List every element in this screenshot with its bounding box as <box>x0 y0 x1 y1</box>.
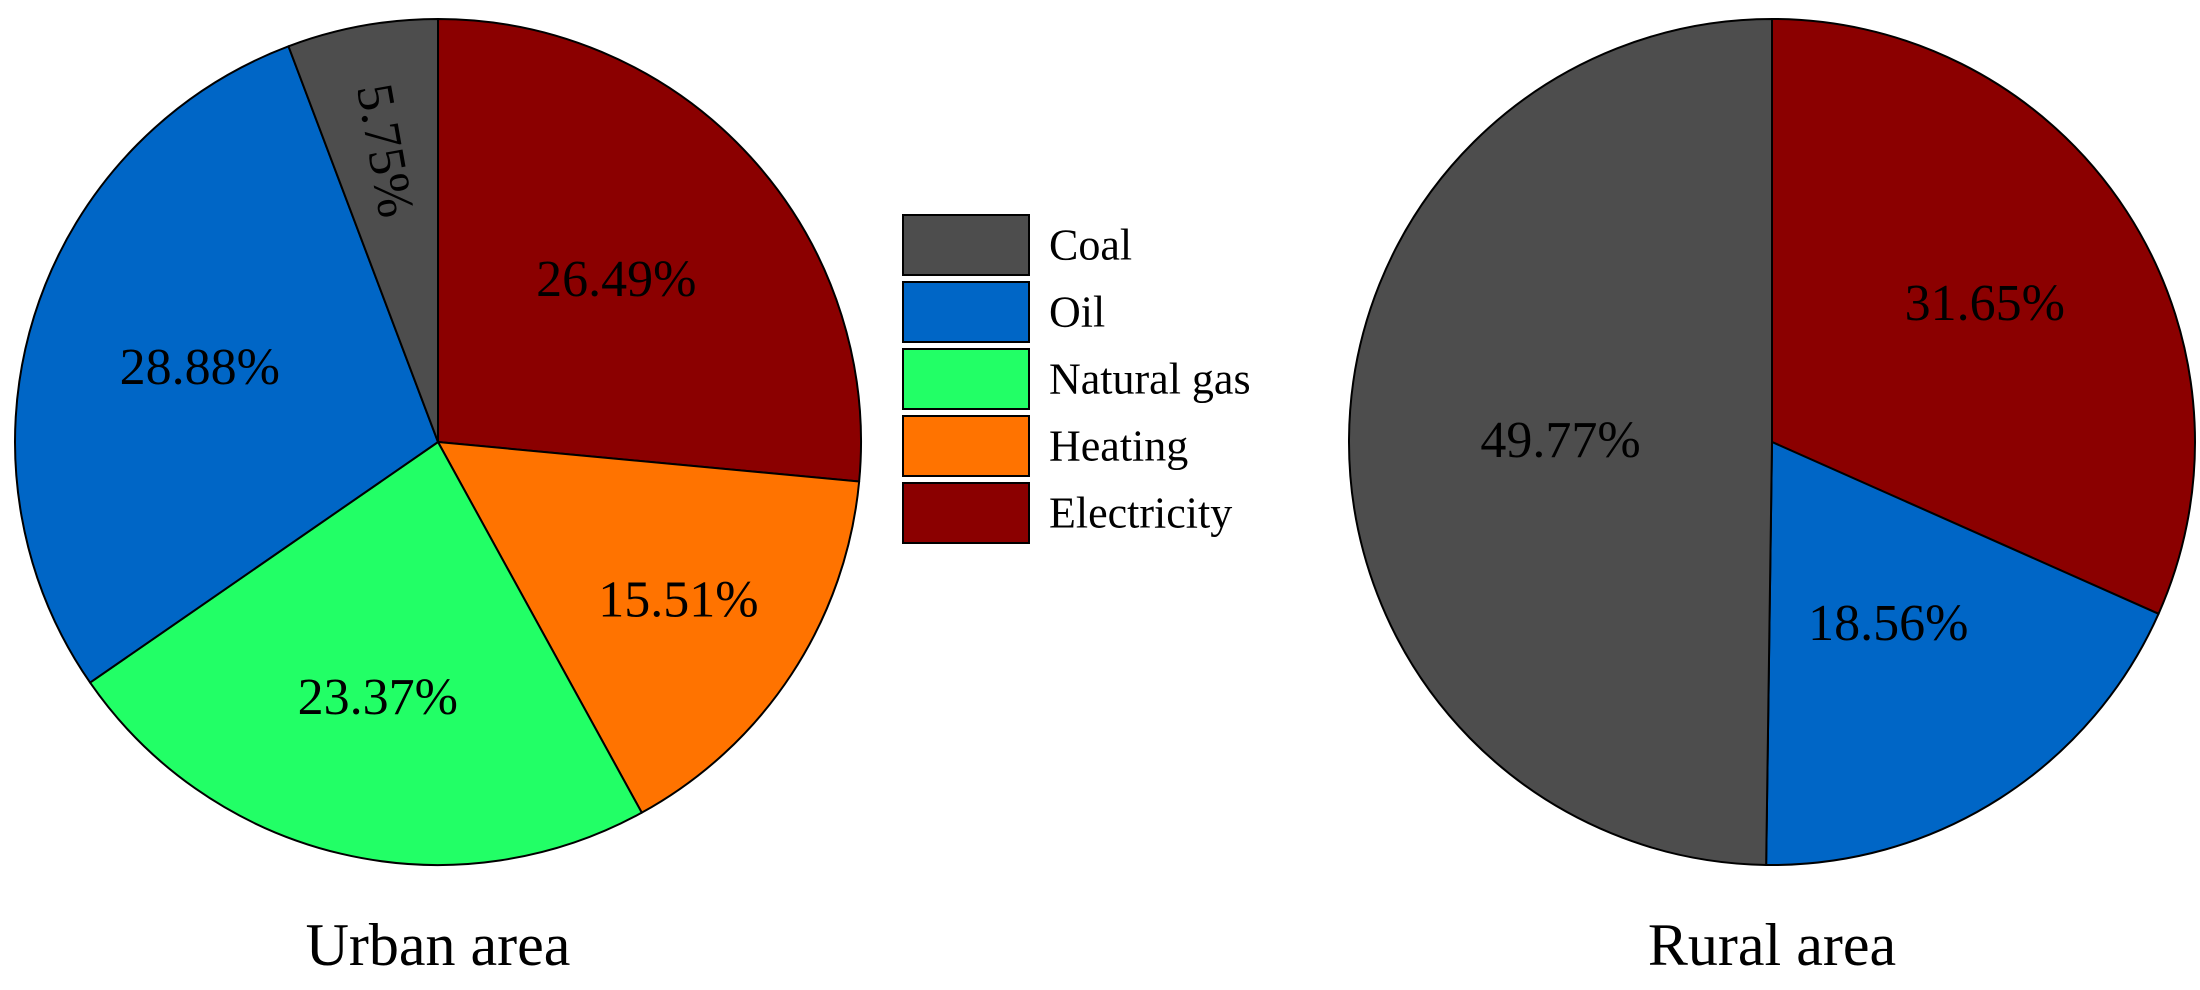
legend-label-coal: Coal <box>1049 221 1132 270</box>
legend-swatch-heating <box>902 415 1030 477</box>
legend-swatch-coal <box>902 214 1030 276</box>
rural-pie-slices <box>1347 18 2196 866</box>
legend-item-electricity: Electricity <box>902 482 1232 544</box>
urban-area-title: Urban area <box>306 912 571 978</box>
rural-slice-coal <box>1347 18 1773 866</box>
urban-pie-data-labels: 26.49%15.51%23.37%28.88%5.75% <box>120 80 759 726</box>
legend-item-oil: Oil <box>902 281 1105 343</box>
urban-data-label-heating: 15.51% <box>598 571 758 628</box>
urban-data-label-electricity: 26.49% <box>536 251 696 308</box>
urban-slice-coal <box>287 18 439 443</box>
legend-item-natural-gas: Natural gas <box>902 348 1251 410</box>
rural-area-title: Rural area <box>1648 912 1896 978</box>
urban-pie-chart: 26.49%15.51%23.37%28.88%5.75% <box>14 18 862 866</box>
legend-label-electricity: Electricity <box>1049 489 1232 538</box>
rural-data-label-coal: 49.77% <box>1480 412 1640 469</box>
legend-label-natural-gas: Natural gas <box>1049 355 1251 404</box>
rural-pie-chart: 31.65% 18.56% 49.77% <box>1347 18 2196 866</box>
urban-data-label-oil: 28.88% <box>120 339 280 396</box>
rural-data-label-electricity: 31.65% <box>1905 275 2065 332</box>
urban-data-label-natural-gas: 23.37% <box>298 669 458 726</box>
legend-swatch-natural-gas <box>902 348 1030 410</box>
urban-slice-natural-gas <box>89 441 643 866</box>
legend-item-heating: Heating <box>902 415 1188 477</box>
urban-slice-heating <box>437 441 861 814</box>
rural-pie-data-labels: 31.65% 18.56% 49.77% <box>1480 275 2065 652</box>
legend-swatch-oil <box>902 281 1030 343</box>
legend-label-oil: Oil <box>1049 288 1105 337</box>
legend-swatch-electricity <box>902 482 1030 544</box>
legend: Coal Oil Natural gas Heating Electricity <box>902 214 1251 544</box>
urban-slice-electricity <box>437 18 862 483</box>
rural-slice-electricity <box>1771 18 2196 615</box>
rural-data-label-oil: 18.56% <box>1808 595 1968 652</box>
legend-item-coal: Coal <box>902 214 1132 276</box>
legend-label-heating: Heating <box>1049 422 1188 471</box>
urban-slice-oil <box>14 45 439 684</box>
rural-slice-oil <box>1765 441 2160 866</box>
urban-pie-slices <box>14 18 862 866</box>
